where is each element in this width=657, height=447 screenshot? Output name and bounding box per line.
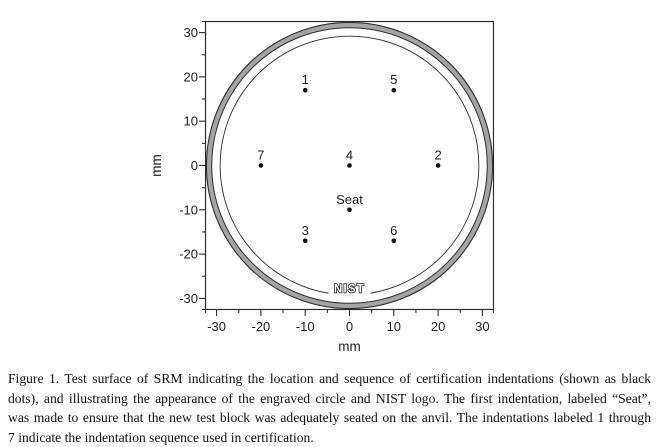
indentation-dot-1 — [303, 88, 308, 93]
x-tick-label: 0 — [346, 319, 353, 334]
indentation-dot-4 — [347, 163, 352, 168]
x-tick-label: -10 — [296, 319, 315, 334]
y-tick-label: 20 — [184, 69, 198, 84]
y-tick-label: -20 — [179, 247, 198, 262]
figure-caption: Figure 1. Test surface of SRM indicating… — [8, 369, 651, 447]
x-tick-label: 20 — [431, 319, 445, 334]
indentation-dot-6 — [392, 239, 397, 244]
y-tick-label: 30 — [184, 25, 198, 40]
indentation-dot-3 — [303, 239, 308, 244]
indentation-dot-seat — [347, 208, 352, 213]
x-tick-label: 10 — [387, 319, 401, 334]
caption-line-4: 7 indicate the indentation sequence used… — [8, 428, 651, 447]
caption-line-2: dots), and illustrating the appearance o… — [8, 389, 651, 409]
indentation-dot-7 — [259, 163, 264, 168]
indentation-label-3: 3 — [302, 223, 309, 238]
x-tick-label: -30 — [207, 319, 226, 334]
y-axis-label: mm — [149, 154, 164, 177]
indentation-label-6: 6 — [390, 223, 397, 238]
indentation-label-5: 5 — [390, 72, 397, 87]
y-tick-label: -10 — [179, 202, 198, 217]
indentation-label-seat: Seat — [336, 192, 363, 207]
indentation-label-4: 4 — [346, 148, 353, 163]
indentation-dot-2 — [436, 163, 441, 168]
y-tick-label: -30 — [179, 291, 198, 306]
caption-line-1: Figure 1. Test surface of SRM indicating… — [8, 369, 651, 389]
x-tick-label: 30 — [475, 319, 489, 334]
x-tick-label: -20 — [252, 319, 271, 334]
nist-logo: NIST — [334, 284, 365, 296]
caption-line-3: was made to ensure that the new test blo… — [8, 408, 651, 428]
indentation-dot-5 — [392, 88, 397, 93]
indentation-label-7: 7 — [257, 148, 264, 163]
indentation-label-2: 2 — [434, 148, 441, 163]
indentation-label-1: 1 — [302, 72, 309, 87]
y-tick-label: 10 — [184, 114, 198, 129]
y-tick-label: 0 — [191, 158, 198, 173]
x-axis-label: mm — [338, 339, 361, 354]
srm-test-surface-plot: NIST -30 -20 -10 0 10 20 30 -30 -20 -10 0 10 20 30 mm mm… — [0, 0, 657, 366]
